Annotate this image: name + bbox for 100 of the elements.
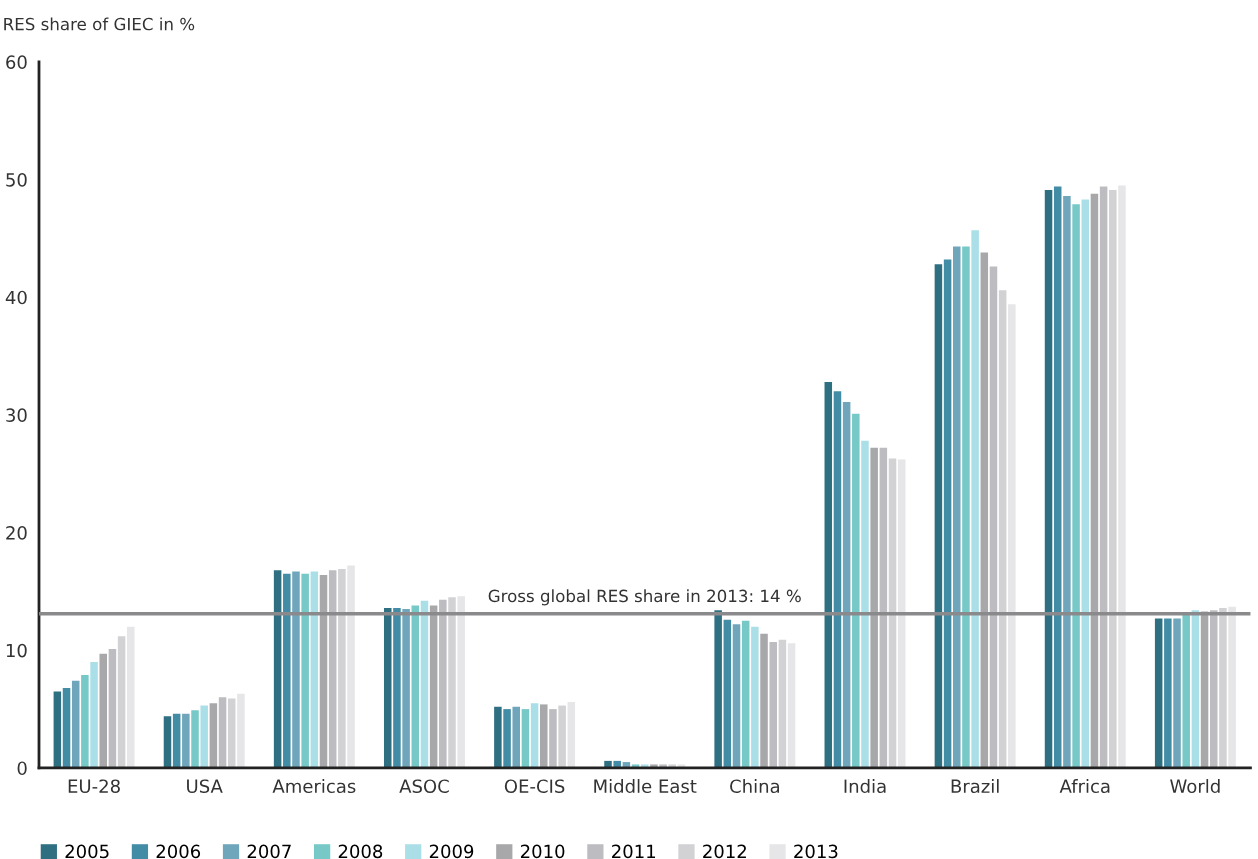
bar xyxy=(741,620,750,768)
legend-label: 2008 xyxy=(338,844,383,859)
bar xyxy=(943,259,952,768)
bar xyxy=(200,705,208,768)
bar xyxy=(319,574,328,768)
bar xyxy=(1164,618,1172,768)
y-tick-label: 20 xyxy=(6,526,27,540)
bar xyxy=(613,760,621,768)
bar xyxy=(833,391,842,768)
legend-label: 2011 xyxy=(612,844,656,859)
bar xyxy=(301,573,309,768)
y-tick-label: 0 xyxy=(17,761,27,776)
bar xyxy=(99,653,107,768)
bar xyxy=(604,760,612,768)
bar xyxy=(787,643,796,768)
bar xyxy=(338,569,346,768)
bar xyxy=(163,716,172,768)
bar xyxy=(182,713,190,768)
x-tick-label: India xyxy=(844,779,886,794)
bar xyxy=(420,600,429,768)
bar xyxy=(191,710,199,768)
bar xyxy=(457,596,465,768)
bar xyxy=(852,413,860,768)
y-axis-title: RES share of GIEC in % xyxy=(4,17,195,31)
bar xyxy=(778,639,787,768)
bar xyxy=(962,246,970,768)
bar xyxy=(998,290,1007,768)
bar xyxy=(1209,610,1218,768)
x-tick-label: Brazil xyxy=(951,779,999,794)
x-tick-label: World xyxy=(1170,779,1220,794)
bar xyxy=(383,607,392,768)
bar xyxy=(540,704,548,768)
bar xyxy=(429,605,438,768)
bar xyxy=(1191,610,1200,768)
bar xyxy=(127,626,135,768)
legend-label: 2005 xyxy=(65,844,109,859)
bar xyxy=(90,662,98,768)
bar xyxy=(953,246,961,768)
x-tick-label: EU-28 xyxy=(68,779,120,794)
bar xyxy=(558,705,566,768)
bar xyxy=(888,458,897,768)
y-tick-label: 50 xyxy=(6,172,27,187)
bar xyxy=(1228,606,1236,768)
bar xyxy=(209,703,218,768)
legend-label: 2007 xyxy=(247,844,291,859)
bar xyxy=(108,649,117,768)
bar xyxy=(521,709,530,768)
bar xyxy=(723,619,732,768)
bar xyxy=(732,624,741,768)
bar xyxy=(824,381,833,768)
x-tick-label: ASOC xyxy=(399,779,449,794)
bar xyxy=(62,687,71,768)
bar xyxy=(1099,186,1108,768)
bar xyxy=(439,599,447,768)
x-tick-label: Middle East xyxy=(594,779,697,794)
x-tick-label: Americas xyxy=(272,779,356,794)
x-tick-label: China xyxy=(730,779,780,794)
legend-label: 2010 xyxy=(520,844,565,859)
bar xyxy=(1219,607,1227,768)
bar xyxy=(842,401,851,768)
bar xyxy=(980,252,989,768)
bar xyxy=(1053,186,1062,768)
bar xyxy=(237,693,245,768)
bar xyxy=(53,691,62,768)
bar xyxy=(1200,611,1209,768)
bar xyxy=(1118,185,1126,768)
bar xyxy=(897,459,906,768)
bar xyxy=(861,440,869,768)
bar xyxy=(448,597,456,768)
annotation: Gross global RES share in 2013: 14 % xyxy=(488,589,801,606)
x-tick-label: Africa xyxy=(1059,779,1110,794)
bar xyxy=(1044,190,1053,768)
bar xyxy=(879,447,888,768)
bar xyxy=(530,703,539,768)
bar xyxy=(751,626,759,768)
bar xyxy=(273,570,282,768)
x-tick-label: USA xyxy=(187,779,223,794)
bar xyxy=(934,264,943,768)
bar xyxy=(1182,614,1190,768)
bar xyxy=(1081,199,1090,768)
bar xyxy=(172,713,181,768)
bar xyxy=(283,573,291,768)
bar xyxy=(567,702,576,768)
bar xyxy=(989,266,998,768)
y-tick-label: 60 xyxy=(6,55,27,69)
y-tick-label: 10 xyxy=(6,643,27,658)
bar xyxy=(117,636,126,768)
bar xyxy=(494,706,502,768)
y-tick-label: 30 xyxy=(6,408,27,423)
bar xyxy=(714,610,722,768)
legend-label: 2013 xyxy=(794,844,838,859)
bar xyxy=(512,706,520,768)
bar xyxy=(328,570,337,768)
bar xyxy=(971,230,979,768)
bar xyxy=(1173,618,1181,768)
bar xyxy=(71,680,80,768)
bar xyxy=(227,698,236,768)
bar xyxy=(769,642,777,768)
bar xyxy=(411,605,420,768)
bar xyxy=(1063,196,1071,768)
